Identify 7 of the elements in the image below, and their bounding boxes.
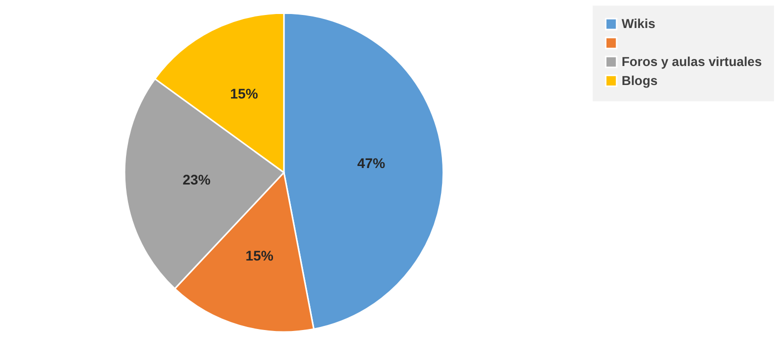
data-label: 23% bbox=[182, 172, 212, 188]
legend-label: Foros y aulas virtuales bbox=[622, 54, 762, 69]
legend-label: Wikis bbox=[622, 16, 656, 32]
data-label: 15% bbox=[230, 85, 259, 102]
data-label: 15% bbox=[245, 248, 274, 264]
legend-label: Blogs bbox=[622, 72, 658, 88]
data-label: 47% bbox=[357, 155, 386, 172]
